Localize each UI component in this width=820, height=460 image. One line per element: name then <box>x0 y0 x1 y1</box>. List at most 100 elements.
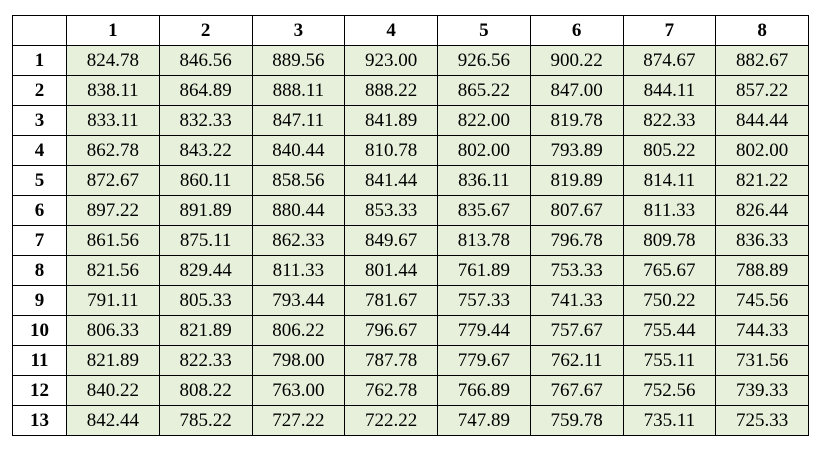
table-cell: 835.67 <box>437 195 531 226</box>
table-cell: 766.89 <box>437 375 531 406</box>
table-cell: 762.11 <box>529 345 624 376</box>
column-header: 6 <box>529 15 624 46</box>
table-cell: 853.33 <box>344 195 438 226</box>
column-header: 7 <box>622 15 717 46</box>
table-cell: 842.44 <box>66 405 160 436</box>
table-cell: 840.22 <box>66 375 160 406</box>
row-header: 11 <box>12 345 67 376</box>
table-row: 13 842.44 785.22 727.22 722.22 747.89 759.78 73… <box>12 405 809 436</box>
table-cell: 727.22 <box>251 405 346 436</box>
table-cell: 821.89 <box>158 315 253 346</box>
table-cell: 779.44 <box>437 315 531 346</box>
row-header: 7 <box>12 225 67 256</box>
table-cell: 793.89 <box>529 135 624 166</box>
table-cell: 814.11 <box>622 165 717 196</box>
table-cell: 832.33 <box>158 105 253 136</box>
table-cell: 829.44 <box>158 255 253 286</box>
table-cell: 844.44 <box>715 105 809 136</box>
table-cell: 889.56 <box>251 45 346 76</box>
row-header: 1 <box>12 45 67 76</box>
table-cell: 802.00 <box>437 135 531 166</box>
table-cell: 767.67 <box>529 375 624 406</box>
table-cell: 819.89 <box>529 165 624 196</box>
table-cell: 900.22 <box>529 45 624 76</box>
table-cell: 722.22 <box>344 405 438 436</box>
table-cell: 735.11 <box>622 405 717 436</box>
table-cell: 796.78 <box>529 225 624 256</box>
table-cell: 843.22 <box>158 135 253 166</box>
table-row: 11 821.89 822.33 798.00 787.78 779.67 762.11 75… <box>12 345 809 376</box>
table-row: 10 806.33 821.89 806.22 796.67 779.44 757.67 75… <box>12 315 809 346</box>
table-row: 1 824.78 846.56 889.56 923.00 926.56 900.22 874… <box>12 45 809 76</box>
table-cell: 739.33 <box>715 375 809 406</box>
table-row: 6 897.22 891.89 880.44 853.33 835.67 807.67 811… <box>12 195 809 226</box>
table-cell: 765.67 <box>622 255 717 286</box>
table-cell: 836.11 <box>437 165 531 196</box>
column-header: 2 <box>158 15 253 46</box>
table-cell: 888.11 <box>251 75 346 106</box>
table-cell: 875.11 <box>158 225 253 256</box>
table-cell: 833.11 <box>66 105 160 136</box>
row-header: 3 <box>12 105 67 136</box>
table-row: 9 791.11 805.33 793.44 781.67 757.33 741.33 750… <box>12 285 809 316</box>
table-cell: 731.56 <box>715 345 809 376</box>
table-cell: 926.56 <box>437 45 531 76</box>
table-cell: 807.67 <box>529 195 624 226</box>
table-cell: 757.67 <box>529 315 624 346</box>
table-row: 7 861.56 875.11 862.33 849.67 813.78 796.78 809… <box>12 225 809 256</box>
table-cell: 847.11 <box>251 105 346 136</box>
table-cell: 747.89 <box>437 405 531 436</box>
table-cell: 755.11 <box>622 345 717 376</box>
table-cell: 841.89 <box>344 105 438 136</box>
data-table: 1 2 3 4 5 6 7 8 1 824.78 846.56 889.56 923.0… <box>12 15 809 436</box>
table-row: 8 821.56 829.44 811.33 801.44 761.89 753.33 765… <box>12 255 809 286</box>
table-cell: 822.33 <box>158 345 253 376</box>
table-cell: 801.44 <box>344 255 438 286</box>
table-cell: 862.78 <box>66 135 160 166</box>
table-cell: 858.56 <box>251 165 346 196</box>
table-cell: 838.11 <box>66 75 160 106</box>
table-cell: 811.33 <box>622 195 717 226</box>
row-header: 10 <box>12 315 67 346</box>
table-cell: 836.33 <box>715 225 809 256</box>
table-header: 1 2 3 4 5 6 7 8 <box>12 15 809 46</box>
table-cell: 806.22 <box>251 315 346 346</box>
table-cell: 865.22 <box>437 75 531 106</box>
table-row: 3 833.11 832.33 847.11 841.89 822.00 819.78 822… <box>12 105 809 136</box>
table-row: 12 840.22 808.22 763.00 762.78 766.89 767.67 75… <box>12 375 809 406</box>
table-cell: 813.78 <box>437 225 531 256</box>
table-cell: 781.67 <box>344 285 438 316</box>
row-header: 13 <box>12 405 67 436</box>
column-header: 4 <box>344 15 438 46</box>
table-cell: 805.33 <box>158 285 253 316</box>
table-cell: 798.00 <box>251 345 346 376</box>
row-header: 6 <box>12 195 67 226</box>
table-cell: 750.22 <box>622 285 717 316</box>
table-cell: 791.11 <box>66 285 160 316</box>
table-cell: 805.22 <box>622 135 717 166</box>
table-cell: 860.11 <box>158 165 253 196</box>
table-cell: 849.67 <box>344 225 438 256</box>
table-cell: 874.67 <box>622 45 717 76</box>
table-row: 2 838.11 864.89 888.11 888.22 865.22 847.00 844… <box>12 75 809 106</box>
column-header: 1 <box>66 15 160 46</box>
table-cell: 857.22 <box>715 75 809 106</box>
table-cell: 806.33 <box>66 315 160 346</box>
corner-cell <box>12 15 67 46</box>
table-cell: 761.89 <box>437 255 531 286</box>
table-cell: 862.33 <box>251 225 346 256</box>
table-cell: 779.67 <box>437 345 531 376</box>
table-cell: 725.33 <box>715 405 809 436</box>
table-cell: 821.22 <box>715 165 809 196</box>
column-header: 3 <box>251 15 346 46</box>
table-body: 1 824.78 846.56 889.56 923.00 926.56 900.22 874… <box>12 45 809 436</box>
table-cell: 755.44 <box>622 315 717 346</box>
table-cell: 785.22 <box>158 405 253 436</box>
table-cell: 844.11 <box>622 75 717 106</box>
table-cell: 744.33 <box>715 315 809 346</box>
header-row: 1 2 3 4 5 6 7 8 <box>12 15 809 46</box>
table-cell: 741.33 <box>529 285 624 316</box>
table-row: 5 872.67 860.11 858.56 841.44 836.11 819.89 814… <box>12 165 809 196</box>
table-cell: 822.33 <box>622 105 717 136</box>
table-cell: 808.22 <box>158 375 253 406</box>
